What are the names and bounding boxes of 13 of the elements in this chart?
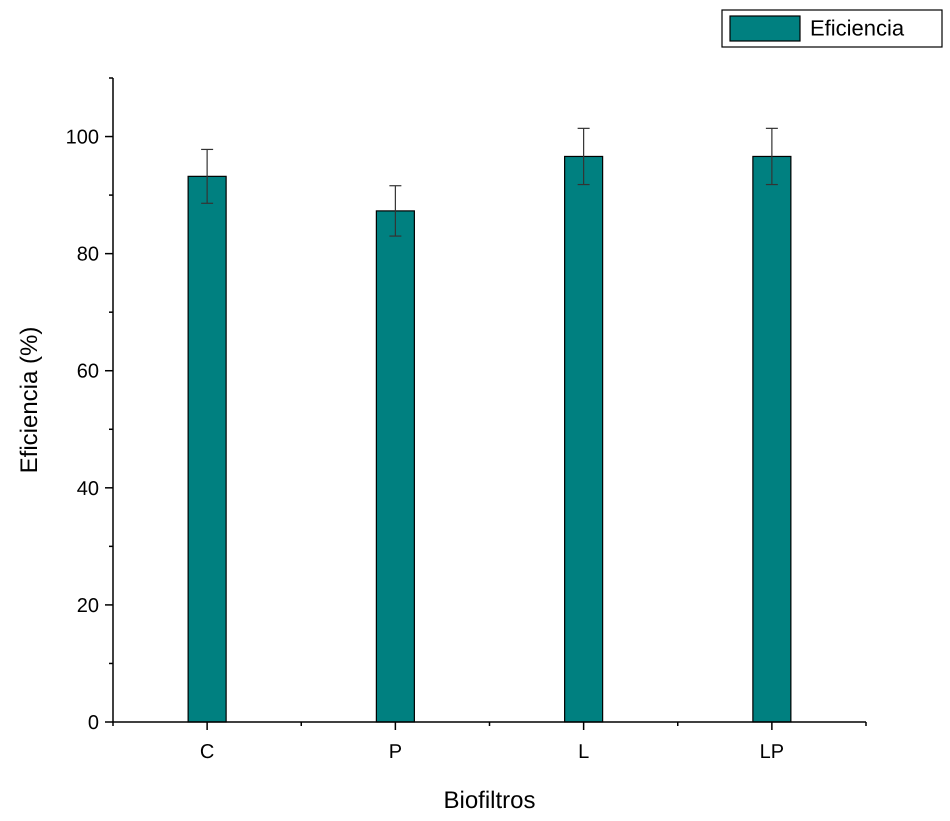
y-tick-label: 60 (76, 360, 99, 383)
x-axis-title: Biofiltros (443, 787, 536, 814)
y-tick-label: 20 (76, 594, 99, 617)
y-axis-title: Eficiencia (%) (16, 326, 43, 474)
x-tick-label: LP (760, 741, 784, 763)
y-tick-label: 80 (76, 244, 99, 266)
y-tick-label: 0 (88, 712, 99, 734)
x-tick-label: C (200, 741, 214, 763)
y-tick-label: 40 (76, 478, 99, 500)
legend-label: Eficiencia (810, 16, 905, 41)
x-tick-label: P (388, 741, 402, 763)
y-tick-label: 100 (66, 126, 99, 149)
x-tick-label: L (578, 741, 590, 763)
